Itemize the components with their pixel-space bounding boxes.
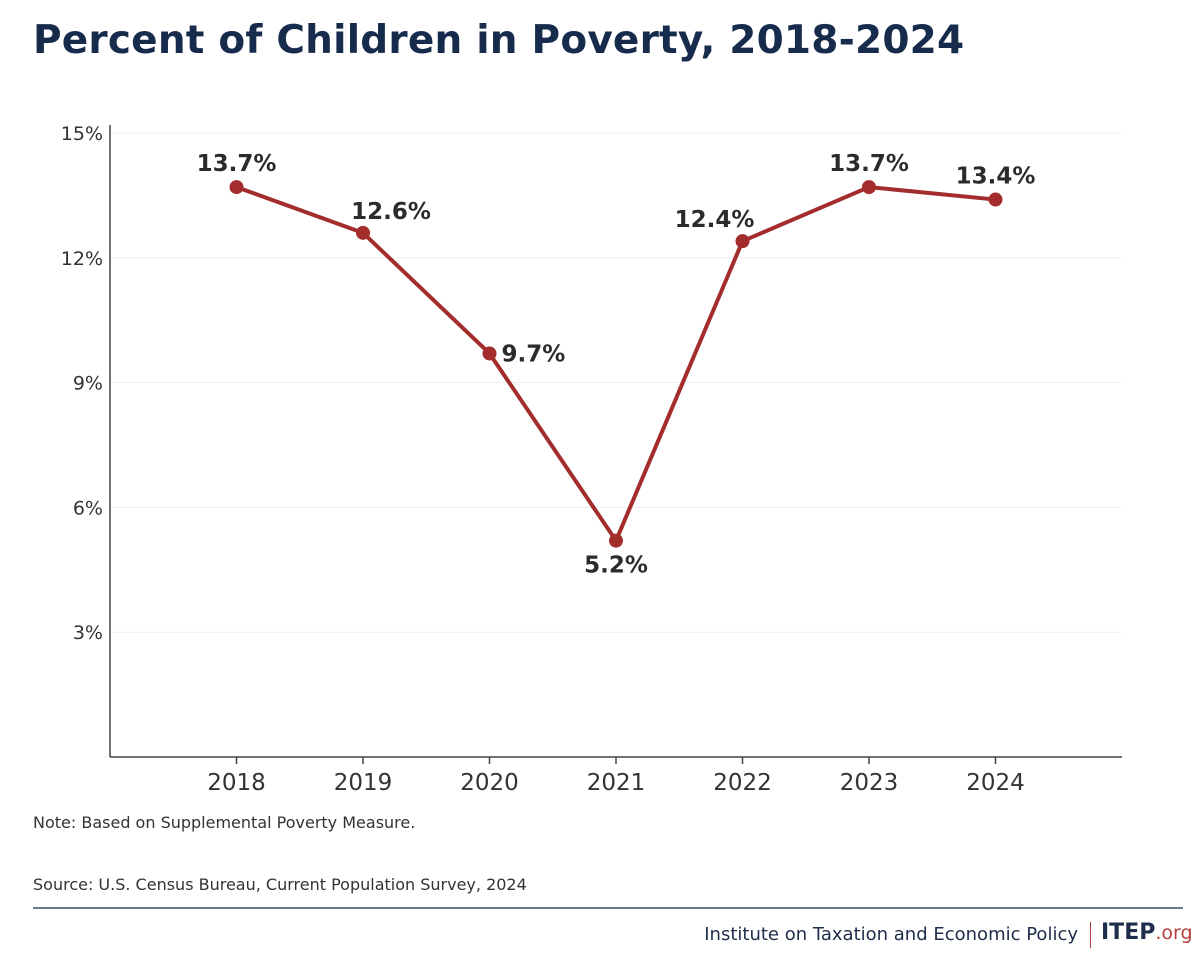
data-label: 13.4% xyxy=(956,164,1036,190)
footer-divider xyxy=(33,907,1183,909)
x-tick-label: 2024 xyxy=(966,770,1025,796)
x-tick-label: 2023 xyxy=(840,770,899,796)
series-line xyxy=(235,185,996,543)
x-tick-label: 2021 xyxy=(587,770,646,796)
data-label: 12.4% xyxy=(675,207,755,233)
y-tick-label: 12% xyxy=(61,248,103,270)
y-tick-label: 6% xyxy=(73,497,103,519)
data-label: 12.6% xyxy=(351,199,431,225)
footer-separator xyxy=(1090,922,1091,948)
data-point xyxy=(229,180,244,195)
data-label: 5.2% xyxy=(584,553,648,579)
y-tick-label: 15% xyxy=(61,123,103,145)
y-tick-label: 3% xyxy=(73,622,103,644)
y-tick-label: 9% xyxy=(73,373,103,395)
data-label: 9.7% xyxy=(502,341,566,367)
data-point xyxy=(356,225,370,240)
logo-suffix: .org xyxy=(1155,922,1193,944)
data-point xyxy=(482,346,497,361)
x-tick-label: 2019 xyxy=(334,770,393,796)
data-point xyxy=(862,180,876,195)
footer-org-name: Institute on Taxation and Economic Polic… xyxy=(704,924,1078,945)
x-tick-label: 2018 xyxy=(207,770,266,796)
data-point xyxy=(735,234,750,249)
data-point xyxy=(609,533,623,548)
itep-logo: ITEP.org xyxy=(1101,920,1193,945)
x-tick-label: 2020 xyxy=(460,770,519,796)
x-tick-label: 2022 xyxy=(713,770,772,796)
chart-note: Note: Based on Supplemental Poverty Meas… xyxy=(33,813,416,832)
chart-source: Source: U.S. Census Bureau, Current Popu… xyxy=(33,875,527,894)
data-point xyxy=(988,192,1003,207)
data-label: 13.7% xyxy=(197,151,277,177)
logo-main: ITEP xyxy=(1101,920,1156,945)
data-label: 13.7% xyxy=(829,151,909,177)
chart-title: Percent of Children in Poverty, 2018-202… xyxy=(33,18,965,63)
